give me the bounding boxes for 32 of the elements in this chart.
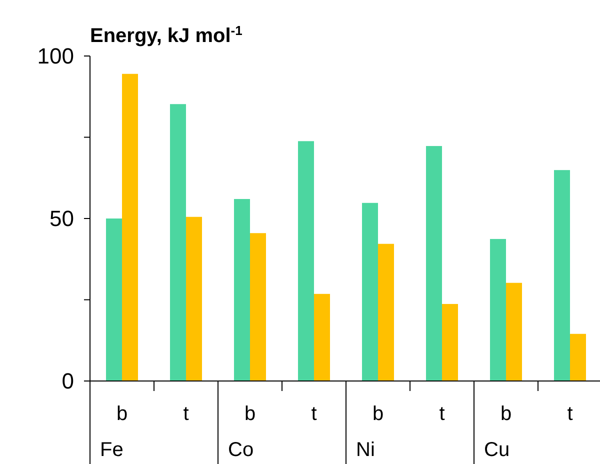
bar [250,233,266,381]
bar [426,146,442,381]
bar [490,238,506,381]
x-tick-label: t [567,403,574,425]
bar [570,334,586,381]
text: Cu [484,439,510,461]
y-tick-label: 0 [62,368,74,394]
bar [506,282,522,381]
bar [186,216,202,381]
y-tick-label: 50 [50,206,74,232]
text: Ni [356,439,375,461]
bar [122,74,138,381]
x-tick-label: b [116,403,128,425]
bar [170,104,186,381]
bar [442,304,458,381]
x-tick-label: t [439,403,446,425]
x-tick-label: b [500,403,512,425]
bar [106,218,122,381]
bar [378,244,394,381]
x-tick-label: t [183,403,190,425]
y-tick-label: 100 [37,44,74,69]
x-tick-label: b [372,403,384,425]
bar [362,202,378,381]
x-tick-label: b [244,403,256,425]
text: Fe [100,439,124,461]
bar [234,199,250,381]
chart-title: Energy, kJ mol$^{-1}$ [90,22,242,47]
text: Co [228,439,254,461]
bar [554,170,570,381]
bar [314,294,330,381]
x-tick-label: t [311,403,318,425]
bar [298,141,314,381]
